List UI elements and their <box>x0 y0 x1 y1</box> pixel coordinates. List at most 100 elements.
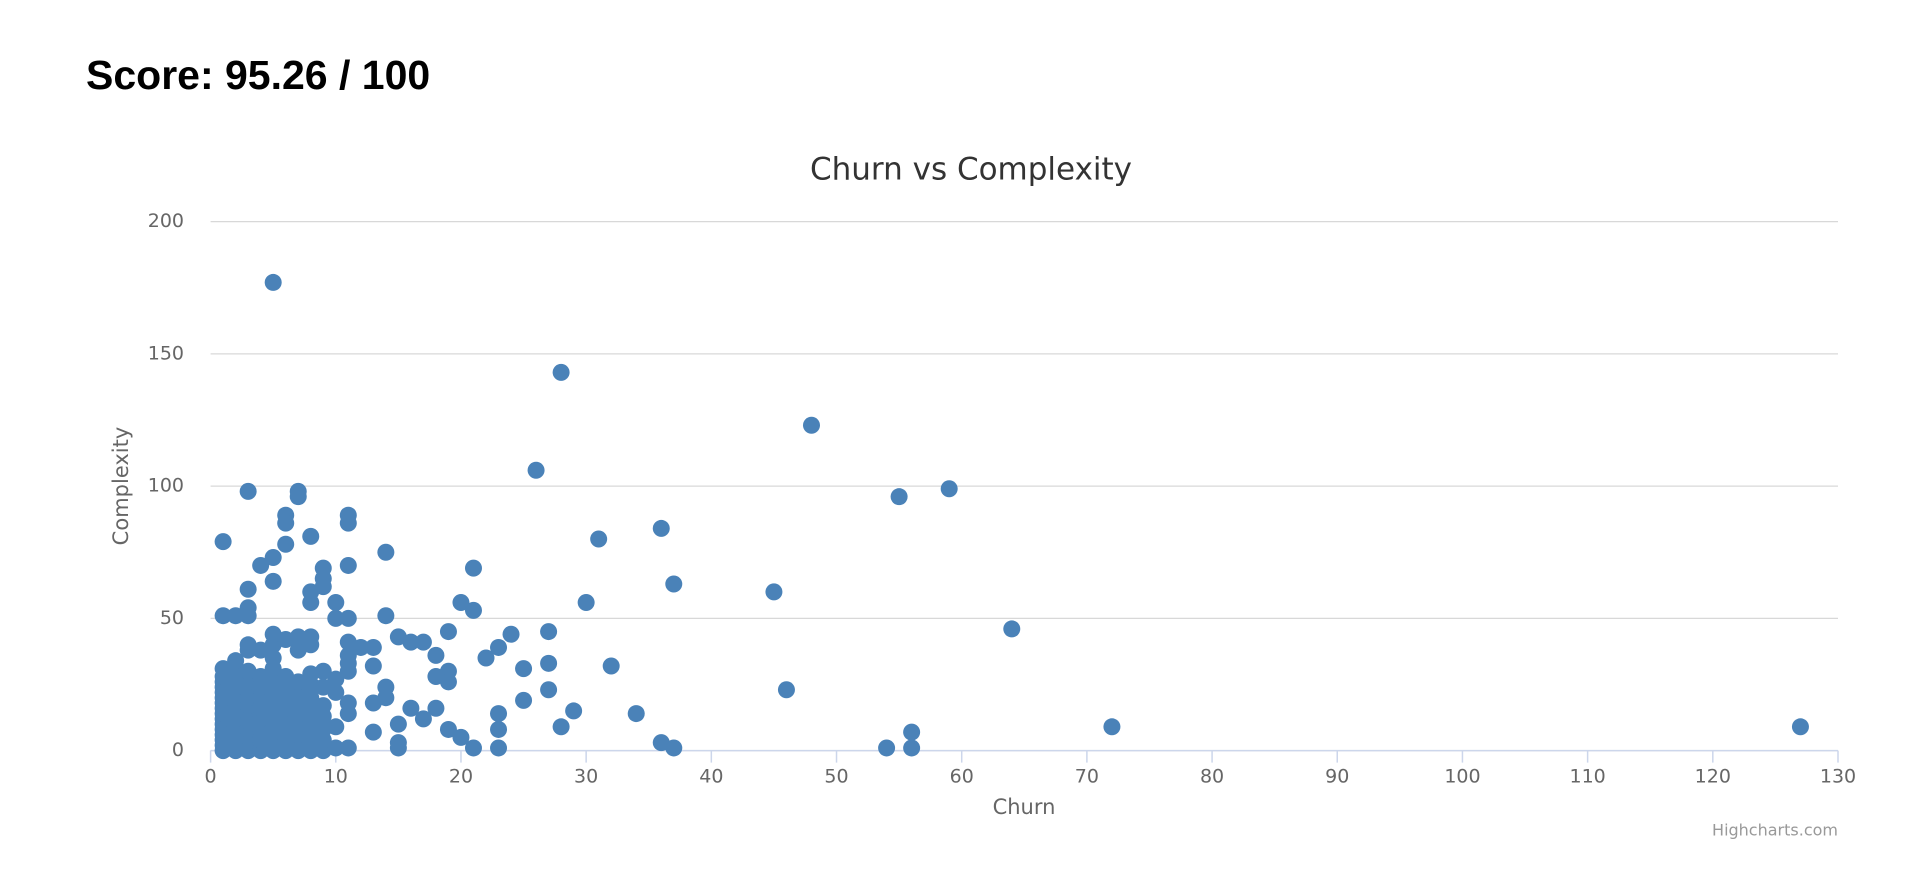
point <box>339 739 357 757</box>
point <box>1003 620 1021 638</box>
point <box>302 527 320 545</box>
point <box>327 609 345 627</box>
x-tick-label: 130 <box>1820 766 1856 788</box>
point <box>502 625 520 643</box>
point <box>277 535 295 553</box>
x-tick-label: 30 <box>574 766 598 788</box>
point <box>903 739 921 757</box>
point <box>627 705 645 723</box>
point <box>314 662 332 680</box>
y-tick-label: 150 <box>148 342 184 364</box>
point <box>652 519 670 537</box>
point <box>414 633 432 651</box>
x-tick-label: 0 <box>205 766 217 788</box>
point <box>1103 718 1121 736</box>
point <box>277 514 295 532</box>
point <box>364 694 382 712</box>
point <box>540 681 558 699</box>
credits[interactable]: Highcharts.com <box>1712 821 1838 840</box>
point <box>364 723 382 741</box>
point <box>490 638 508 656</box>
point <box>339 556 357 574</box>
point <box>289 628 307 646</box>
point <box>477 649 495 667</box>
point <box>227 652 245 670</box>
x-tick-label: 110 <box>1569 766 1605 788</box>
point <box>252 556 270 574</box>
point <box>665 575 683 593</box>
point <box>1791 718 1809 736</box>
point <box>464 559 482 577</box>
point <box>590 530 608 548</box>
point <box>439 673 457 691</box>
point <box>339 633 357 651</box>
point <box>414 710 432 728</box>
point <box>602 657 620 675</box>
point <box>314 697 332 715</box>
y-tick-label: 200 <box>148 210 184 232</box>
point <box>339 694 357 712</box>
point <box>940 480 958 498</box>
y-axis-title: Complexity <box>109 427 133 546</box>
point <box>577 593 595 611</box>
point <box>389 739 407 757</box>
point <box>302 742 320 760</box>
point <box>540 623 558 641</box>
point <box>527 461 545 479</box>
point <box>377 543 395 561</box>
point <box>214 607 232 625</box>
point <box>439 623 457 641</box>
x-tick-label: 40 <box>699 766 723 788</box>
point <box>364 657 382 675</box>
point <box>452 728 470 746</box>
point <box>890 488 908 506</box>
point <box>227 607 245 625</box>
point <box>464 739 482 757</box>
point <box>239 482 257 500</box>
point <box>389 715 407 733</box>
point <box>264 549 282 567</box>
point <box>402 699 420 717</box>
x-tick-label: 90 <box>1325 766 1349 788</box>
point <box>339 646 357 664</box>
point <box>402 633 420 651</box>
point <box>364 638 382 656</box>
point <box>427 646 445 664</box>
point <box>264 649 282 667</box>
point <box>540 654 558 672</box>
point <box>490 705 508 723</box>
point <box>339 609 357 627</box>
point <box>327 718 345 736</box>
point <box>239 580 257 598</box>
point <box>327 593 345 611</box>
point <box>264 273 282 291</box>
x-tick-label: 20 <box>449 766 473 788</box>
x-tick-label: 70 <box>1075 766 1099 788</box>
point <box>515 660 533 678</box>
point <box>214 533 232 551</box>
y-tick-label: 100 <box>148 475 184 497</box>
x-tick-label: 10 <box>324 766 348 788</box>
point <box>339 514 357 532</box>
point <box>452 593 470 611</box>
point <box>903 723 921 741</box>
point <box>665 739 683 757</box>
y-tick-label: 50 <box>160 607 184 629</box>
point <box>490 720 508 738</box>
point <box>427 699 445 717</box>
point <box>439 720 457 738</box>
x-tick-label: 120 <box>1695 766 1731 788</box>
point <box>302 628 320 646</box>
score: Score: 95.26 / 100 <box>86 52 430 98</box>
point <box>264 572 282 590</box>
point <box>327 683 345 701</box>
point <box>327 670 345 688</box>
point <box>239 607 257 625</box>
point <box>515 691 533 709</box>
x-axis-title: Churn <box>993 795 1056 819</box>
x-tick-label: 60 <box>950 766 974 788</box>
point <box>802 416 820 434</box>
point <box>302 689 320 707</box>
